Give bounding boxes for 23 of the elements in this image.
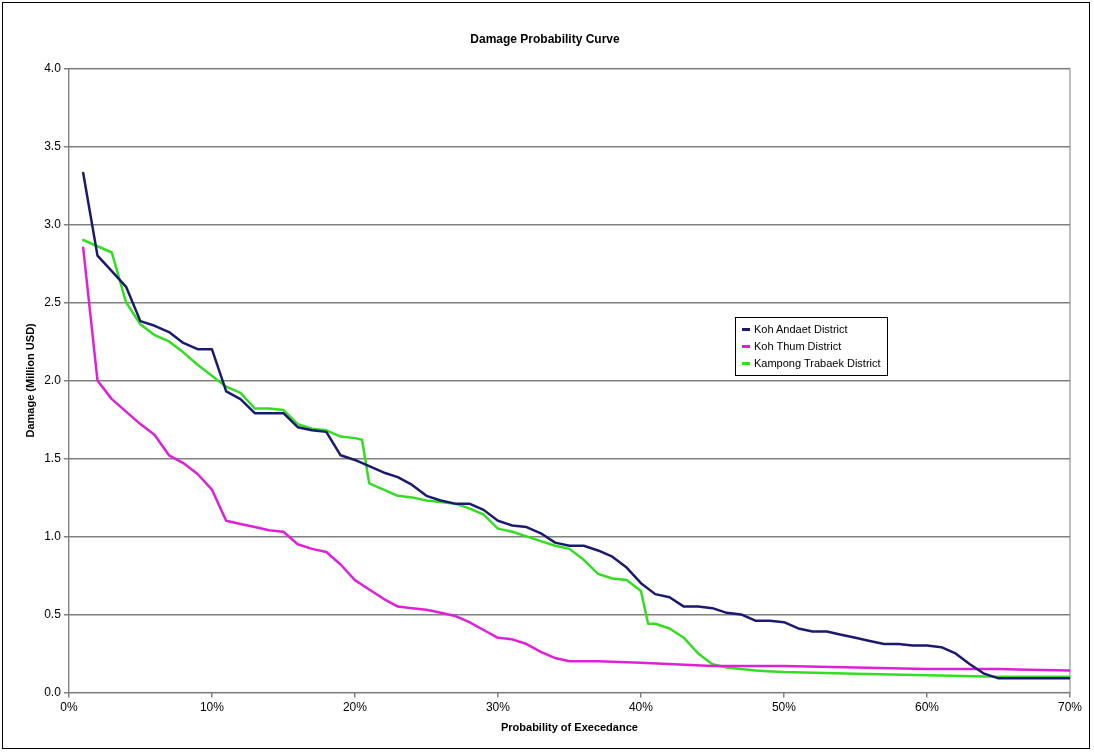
y-tick-label: 4.0 [44,60,62,75]
y-tick-label: 3.0 [44,216,62,231]
x-tick-label: 10% [199,699,225,714]
x-tick-label: 60% [914,699,940,714]
legend-label: Koh Thum District [754,339,842,354]
x-tick-label: 50% [771,699,797,714]
x-tick-label: 70% [1057,699,1083,714]
y-tick-label: 3.5 [44,138,62,153]
y-tick-label: 1.5 [44,450,62,465]
chart-title: Damage Probability Curve [470,31,621,46]
x-tick-label: 20% [342,699,368,714]
x-tick-label: 40% [628,699,654,714]
y-tick-label: 1.0 [44,528,62,543]
x-tick-label: 30% [485,699,511,714]
y-tick-label: 0.0 [44,684,62,699]
x-axis-title: Probability of Execedance [500,721,638,734]
legend-label: Koh Andaet District [754,322,848,337]
y-axis-title: Damage (Million USD) [23,322,36,438]
x-tick-label: 0% [60,699,78,714]
legend-label: Kampong Trabaek District [754,356,881,371]
y-tick-label: 2.0 [44,372,62,387]
y-tick-label: 2.5 [44,294,62,309]
y-tick-label: 0.5 [44,606,62,621]
